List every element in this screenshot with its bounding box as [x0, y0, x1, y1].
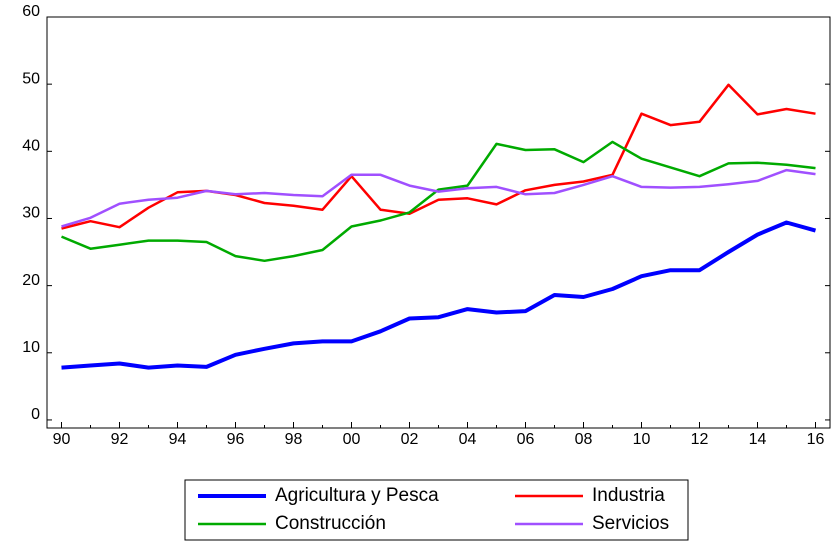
x-tick-label: 92	[111, 431, 129, 448]
y-tick-label: 20	[22, 272, 40, 289]
y-tick-label: 40	[22, 138, 40, 155]
x-tick-label: 00	[343, 431, 361, 448]
legend-label: Agricultura y Pesca	[275, 485, 439, 506]
series-line	[61, 140, 816, 263]
x-tick-label: 16	[807, 431, 825, 448]
x-tick-label: 14	[749, 431, 767, 448]
x-tick-label: 96	[227, 431, 245, 448]
x-tick-label: 10	[633, 431, 651, 448]
series-line	[61, 168, 816, 228]
x-tick-label: 02	[401, 431, 419, 448]
x-tick-label: 08	[575, 431, 593, 448]
legend-label: Servicios	[592, 513, 669, 534]
x-tick-label: 12	[691, 431, 709, 448]
y-tick-label: 30	[22, 205, 40, 222]
x-tick-label: 90	[53, 431, 71, 448]
y-tick-label: 10	[22, 339, 40, 356]
x-tick-label: 04	[459, 431, 477, 448]
series-line	[61, 83, 816, 230]
y-tick-label: 0	[31, 406, 40, 423]
series-line	[61, 220, 817, 370]
legend-box	[184, 479, 689, 541]
y-tick-label: 60	[22, 3, 40, 20]
x-tick-label: 98	[285, 431, 303, 448]
y-tick-label: 50	[22, 70, 40, 87]
x-tick-label: 94	[169, 431, 187, 448]
x-tick-label: 06	[517, 431, 535, 448]
legend-label: Construcción	[275, 513, 386, 534]
legend-label: Industria	[592, 485, 665, 506]
